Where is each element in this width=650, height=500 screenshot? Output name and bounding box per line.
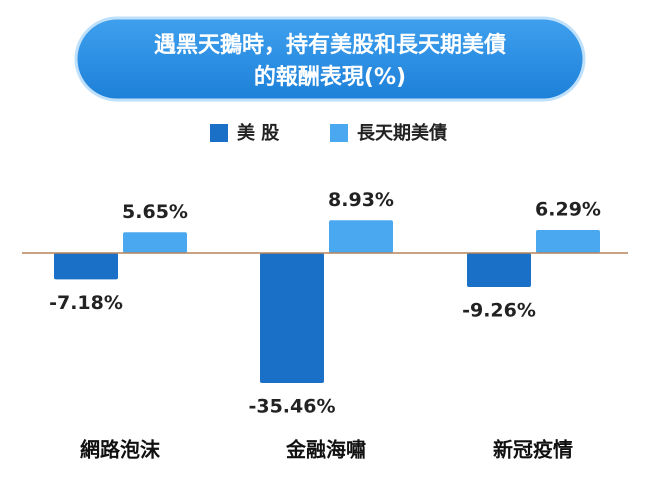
x-tick-label: 新冠疫情: [493, 438, 573, 462]
bar: [467, 253, 531, 287]
bar: [123, 232, 187, 253]
x-tick-label: 金融海嘯: [285, 438, 366, 462]
data-label: -9.26%: [462, 299, 536, 321]
x-tick-label: 網路泡沫: [80, 438, 161, 462]
legend-swatch: [330, 124, 348, 142]
legend-label: 長天期美債: [357, 122, 447, 144]
title-banner: [74, 16, 586, 102]
bar: [536, 229, 600, 253]
legend-swatch: [210, 124, 228, 142]
legend-label: 美 股: [237, 122, 280, 144]
bar: [54, 253, 118, 280]
bar: [260, 253, 324, 383]
data-label: 6.29%: [535, 198, 601, 220]
data-label: 8.93%: [328, 189, 394, 211]
data-label: 5.65%: [122, 201, 188, 223]
bar: [329, 220, 393, 253]
data-label: -7.18%: [49, 292, 123, 314]
chart-title: 遇黑天鵝時，持有美股和長天期美債: [154, 32, 506, 58]
data-label: -35.46%: [248, 396, 335, 418]
chart-title: 的報酬表現(%): [254, 64, 406, 90]
